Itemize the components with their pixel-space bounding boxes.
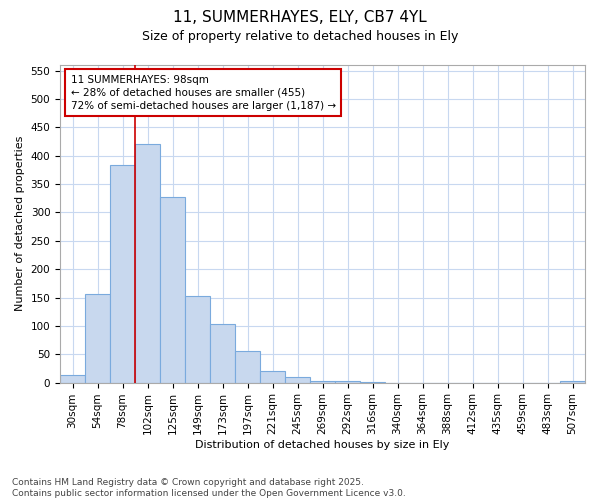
Bar xyxy=(85,294,110,382)
Y-axis label: Number of detached properties: Number of detached properties xyxy=(15,136,25,312)
Bar xyxy=(160,197,185,382)
Bar xyxy=(185,296,210,382)
Bar xyxy=(210,324,235,382)
Bar xyxy=(285,377,310,382)
Text: Contains HM Land Registry data © Crown copyright and database right 2025.
Contai: Contains HM Land Registry data © Crown c… xyxy=(12,478,406,498)
Bar xyxy=(135,144,160,382)
Bar xyxy=(235,352,260,382)
X-axis label: Distribution of detached houses by size in Ely: Distribution of detached houses by size … xyxy=(196,440,450,450)
Text: 11, SUMMERHAYES, ELY, CB7 4YL: 11, SUMMERHAYES, ELY, CB7 4YL xyxy=(173,10,427,25)
Bar xyxy=(60,375,85,382)
Text: Size of property relative to detached houses in Ely: Size of property relative to detached ho… xyxy=(142,30,458,43)
Text: 11 SUMMERHAYES: 98sqm
← 28% of detached houses are smaller (455)
72% of semi-det: 11 SUMMERHAYES: 98sqm ← 28% of detached … xyxy=(71,74,335,111)
Bar xyxy=(110,166,135,382)
Bar xyxy=(260,372,285,382)
